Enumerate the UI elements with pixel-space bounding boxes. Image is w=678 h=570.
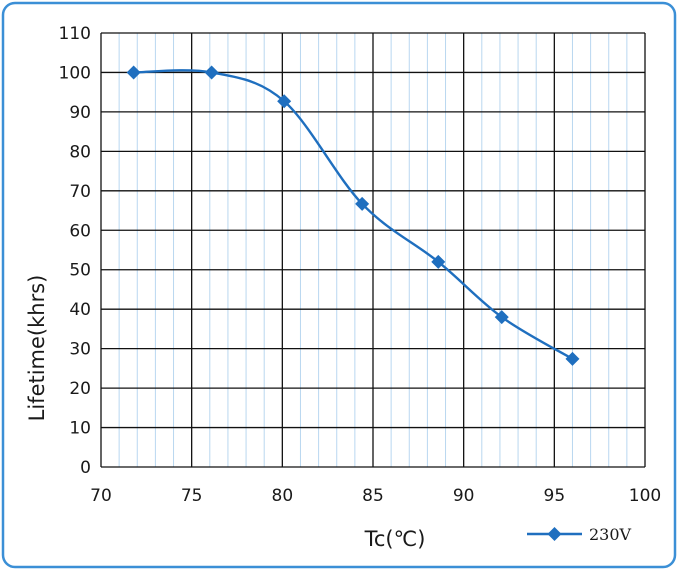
y-tick-label: 80 <box>69 142 91 162</box>
legend-diamond-marker <box>547 527 562 541</box>
data-point <box>494 310 509 325</box>
y-tick-label: 110 <box>59 24 91 44</box>
data-point <box>355 196 370 211</box>
x-tick-label: 75 <box>181 486 203 506</box>
y-tick-label: 60 <box>69 221 91 241</box>
y-axis-label: Lifetime(khrs) <box>25 275 49 422</box>
x-tick-label: 90 <box>453 486 475 506</box>
x-axis-label: Tc(℃) <box>364 527 426 551</box>
data-point <box>277 94 292 109</box>
x-tick-label: 80 <box>272 486 294 506</box>
x-tick-label: 70 <box>90 486 112 506</box>
data-point <box>565 351 580 366</box>
x-tick-label: 100 <box>629 486 661 506</box>
data-point <box>204 65 219 80</box>
data-point <box>126 65 141 80</box>
legend: 230V <box>527 525 632 544</box>
y-tick-label: 30 <box>69 340 91 360</box>
y-tick-label: 40 <box>69 300 91 320</box>
y-tick-label: 50 <box>69 261 91 281</box>
y-tick-label: 10 <box>69 419 91 439</box>
y-tick-label: 20 <box>69 379 91 399</box>
y-tick-label: 100 <box>59 63 91 83</box>
y-tick-label: 70 <box>69 182 91 202</box>
minor-grid <box>118 33 628 467</box>
series-layer <box>126 65 580 366</box>
data-point <box>431 254 446 269</box>
y-tick-label: 90 <box>69 103 91 123</box>
y-tick-label: 0 <box>80 458 91 478</box>
major-grid <box>100 32 646 468</box>
x-tick-label: 95 <box>544 486 566 506</box>
tick-labels: 0 10 20 30 40 50 60 70 80 90 100 110 70 75 80 85 90 95 100 <box>59 24 662 506</box>
x-tick-label: 85 <box>362 486 384 506</box>
legend-label: 230V <box>589 525 632 544</box>
